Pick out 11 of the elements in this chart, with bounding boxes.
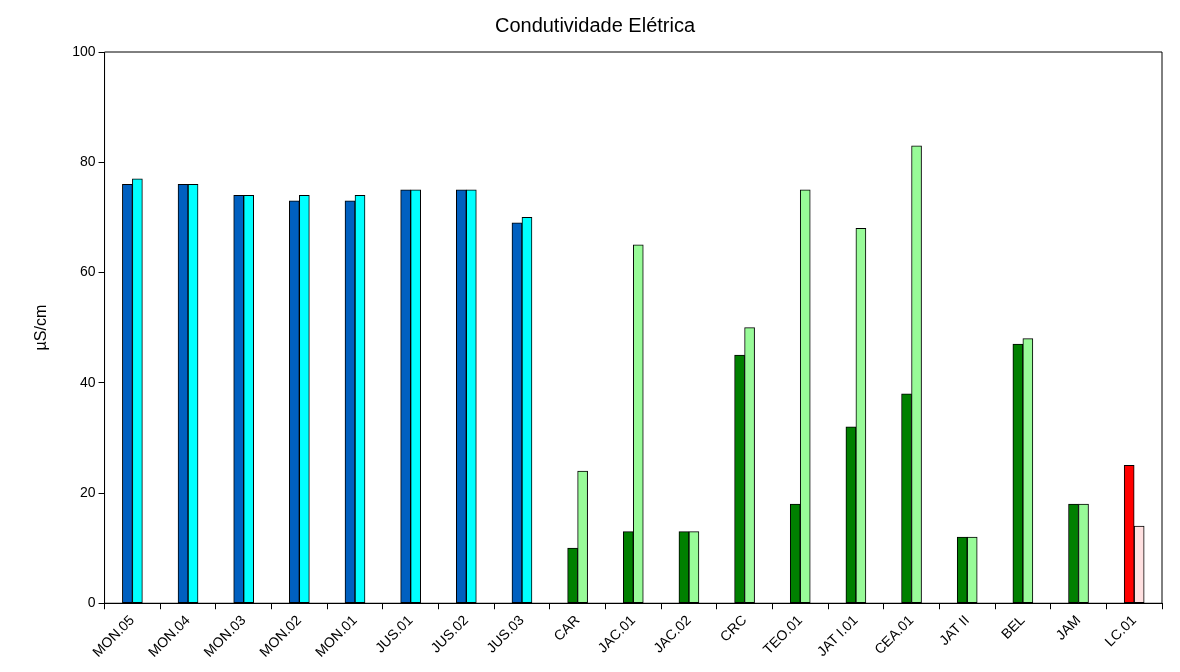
y-tick-label: 20 [79,483,96,500]
y-tick-label: 40 [79,373,96,390]
y-axis-title: µS/cm [32,304,50,351]
x-tick-label: BEL [997,611,1028,642]
x-tick-label: JAT I.01 [813,611,861,660]
y-tick-label: 60 [79,263,96,280]
y-tick-label: 100 [72,42,96,59]
y-tick-label: 80 [79,153,96,170]
x-tick-label: JAT II [935,611,973,648]
y-tick-label: 0 [87,594,96,611]
chart-title: Condutividade Elétrica [494,13,696,36]
